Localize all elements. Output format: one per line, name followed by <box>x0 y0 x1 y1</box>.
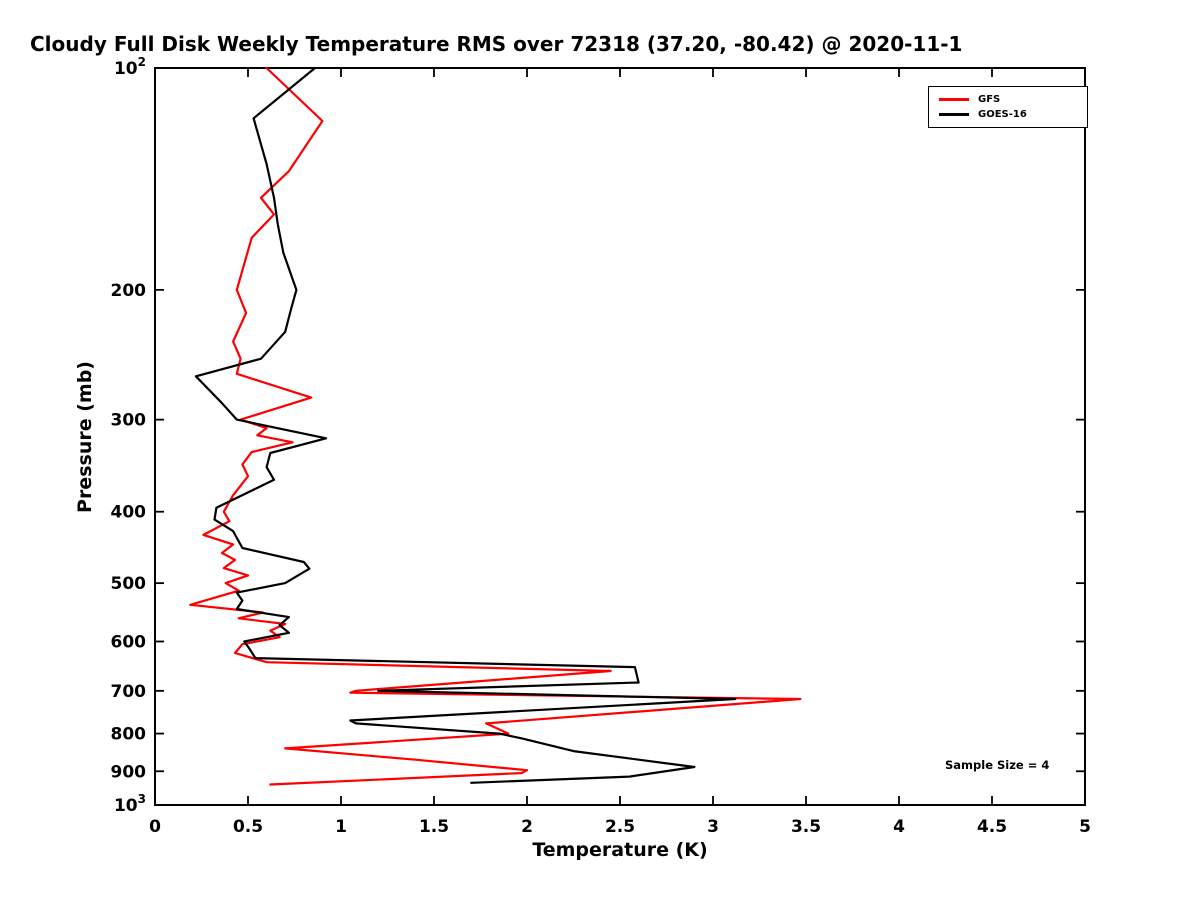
x-tick-label: 0.5 <box>233 817 263 837</box>
x-tick-label: 1.5 <box>419 817 449 837</box>
legend-label-gfs: GFS <box>978 93 1001 105</box>
y-tick-label: 200 <box>111 281 147 301</box>
y-tick-label: 900 <box>111 762 147 782</box>
y-tick-label: 400 <box>111 503 147 523</box>
y-tick-label: 800 <box>111 725 147 745</box>
x-tick-label: 3 <box>707 817 719 837</box>
x-tick-label: 0 <box>149 817 161 837</box>
x-tick-label: 2.5 <box>605 817 635 837</box>
page-title: Cloudy Full Disk Weekly Temperature RMS … <box>30 32 963 56</box>
y-axis-label: Pressure (mb) <box>74 361 96 513</box>
series-line-goes-16 <box>194 66 737 784</box>
legend-row-gfs: GFS <box>939 92 1087 107</box>
y-tick-label: 500 <box>111 574 147 594</box>
x-tick-label: 3.5 <box>791 817 821 837</box>
x-tick-label: 1 <box>335 817 347 837</box>
x-tick-label: 4.5 <box>977 817 1007 837</box>
y-tick-label: 103 <box>114 792 146 816</box>
y-tick-label: 102 <box>114 55 146 79</box>
sample-size-annotation: Sample Size = 4 <box>945 758 1050 772</box>
x-axis-label: Temperature (K) <box>532 839 708 861</box>
goes16-line-sample <box>939 113 969 116</box>
legend: GFS GOES-16 <box>928 86 1088 128</box>
x-tick-label: 2 <box>521 817 533 837</box>
y-tick-label: 600 <box>111 632 147 652</box>
legend-label-goes16: GOES-16 <box>978 108 1027 120</box>
legend-row-goes16: GOES-16 <box>939 107 1087 122</box>
x-tick-label: 5 <box>1079 817 1091 837</box>
y-tick-label: 700 <box>111 682 147 702</box>
y-tick-label: 300 <box>111 411 147 431</box>
series-line-gfs <box>189 66 802 786</box>
plot-box <box>154 67 1086 806</box>
x-tick-label: 4 <box>893 817 905 837</box>
gfs-line-sample <box>939 98 969 101</box>
